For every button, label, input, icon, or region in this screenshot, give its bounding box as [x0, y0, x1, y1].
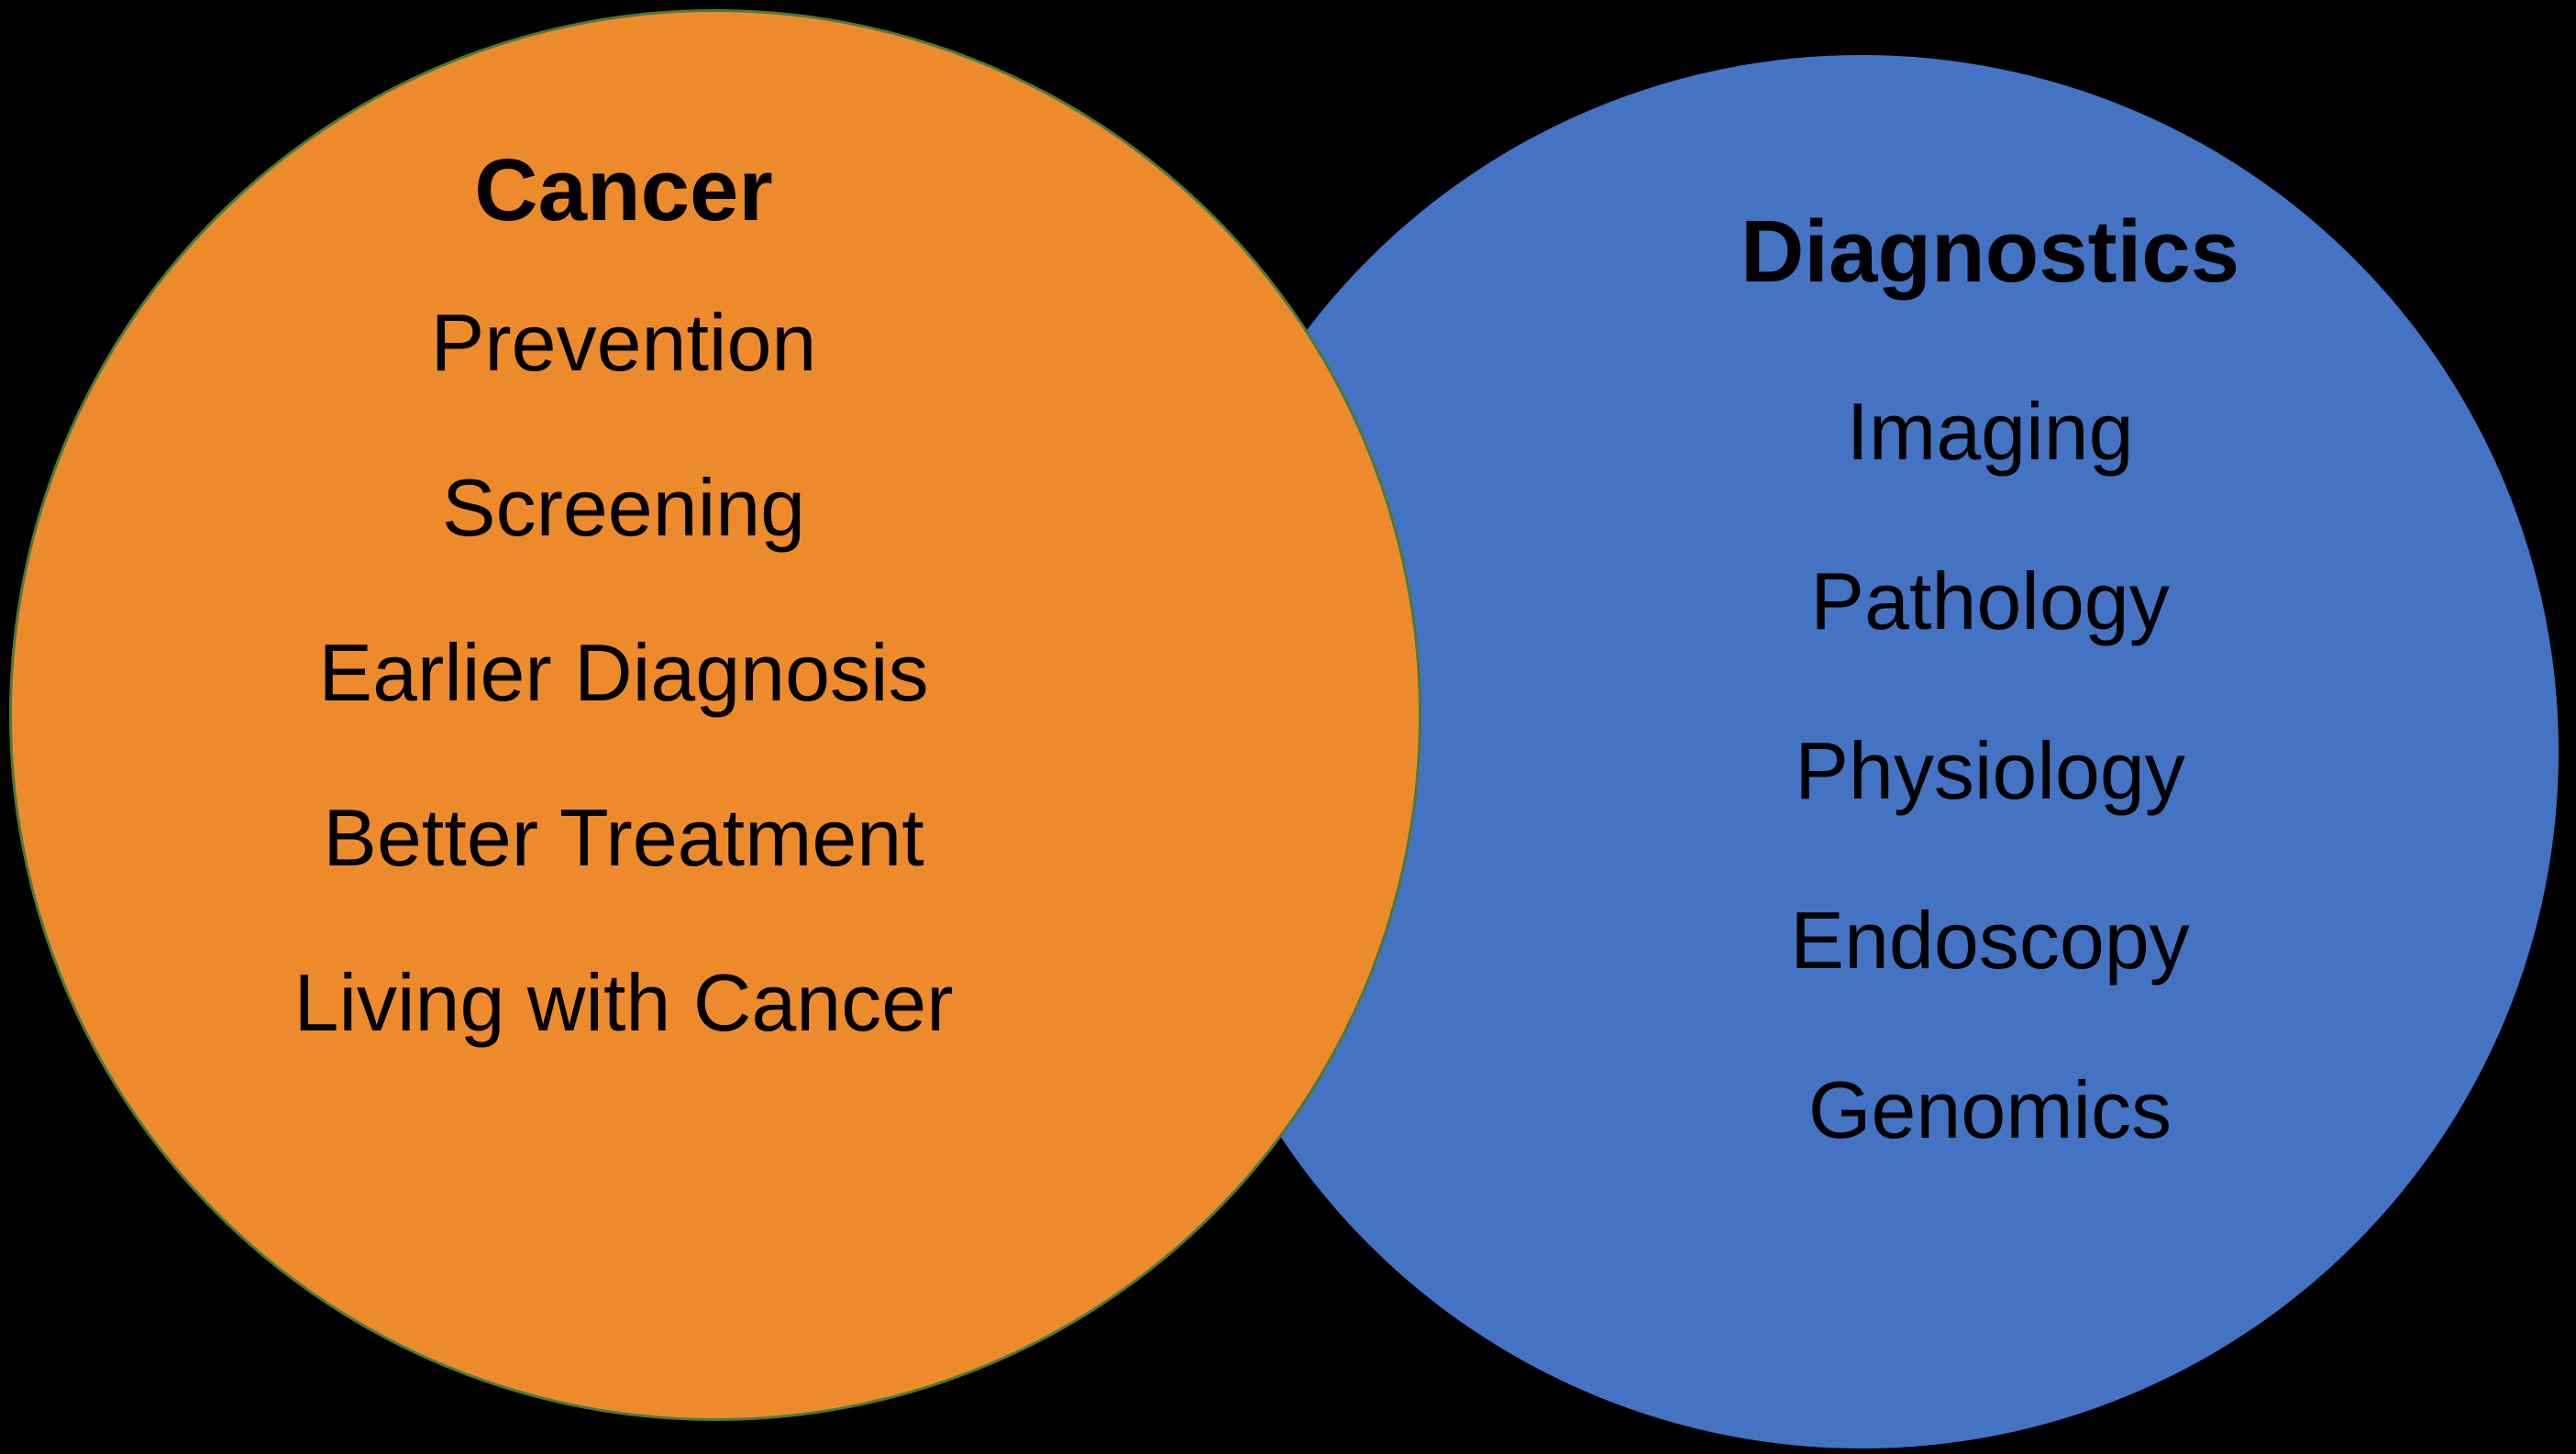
item-better-treatment: Better Treatment — [323, 791, 923, 885]
item-earlier-diagnosis: Earlier Diagnosis — [318, 626, 928, 720]
item-genomics: Genomics — [1808, 1063, 2172, 1157]
circle-cancer: Cancer Prevention Screening Earlier Diag… — [9, 9, 1421, 1421]
item-physiology: Physiology — [1795, 724, 2185, 818]
item-endoscopy: Endoscopy — [1790, 894, 2189, 987]
item-screening: Screening — [442, 461, 805, 555]
title-cancer: Cancer — [474, 140, 773, 241]
venn-diagram: Diagnostics Imaging Pathology Physiology… — [0, 0, 2576, 1454]
item-living-with: Living with Cancer — [294, 956, 954, 1050]
item-prevention: Prevention — [431, 296, 817, 390]
title-diagnostics: Diagnostics — [1741, 202, 2239, 303]
item-pathology: Pathology — [1810, 555, 2169, 648]
item-imaging: Imaging — [1846, 385, 2133, 479]
